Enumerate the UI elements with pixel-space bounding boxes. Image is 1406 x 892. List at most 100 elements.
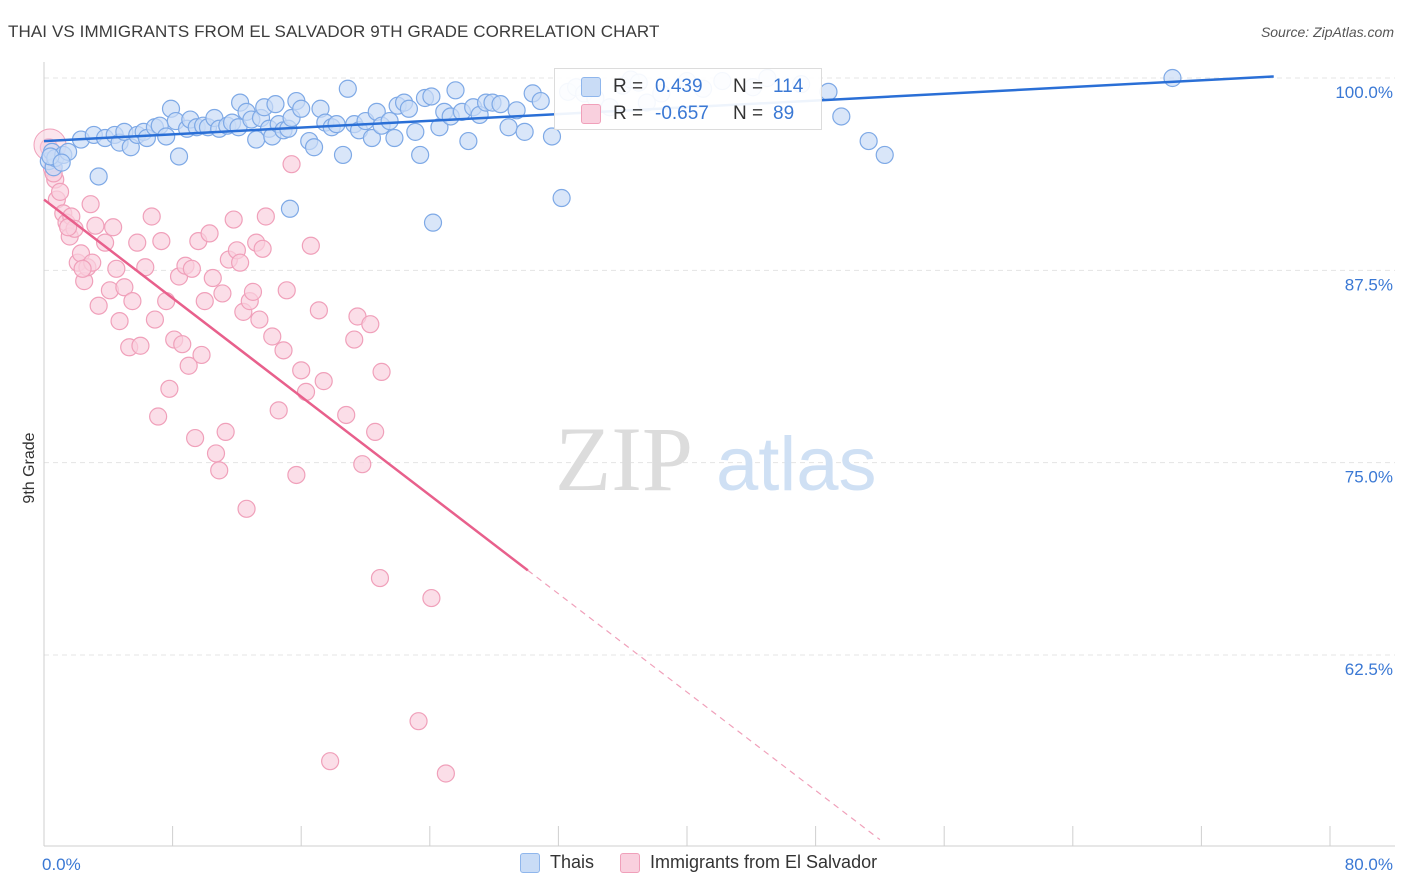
data-point-el-salvador — [128, 233, 147, 252]
data-point-el-salvador — [353, 455, 372, 474]
x-tick-label: 0.0% — [42, 855, 81, 874]
data-point-thais — [399, 99, 419, 118]
chart-title: THAI VS IMMIGRANTS FROM EL SALVADOR 9TH … — [8, 22, 660, 41]
data-point-el-salvador — [237, 499, 256, 518]
gridlines — [44, 77, 1395, 656]
legend-item-el-salvador[interactable]: Immigrants from El Salvador — [620, 852, 877, 873]
data-point-el-salvador — [263, 327, 282, 346]
data-point-thais — [52, 153, 71, 172]
data-point-thais — [89, 167, 108, 186]
legend-label-el-salvador: Immigrants from El Salvador — [650, 852, 878, 872]
legend-swatch-el-salvador — [620, 852, 641, 873]
stats-legend: R = 0.439 N = 114 R = -0.657 N = 89 — [554, 68, 822, 130]
data-point-thais — [531, 91, 550, 111]
data-point-el-salvador — [195, 292, 214, 311]
data-point-el-salvador — [422, 588, 441, 608]
data-point-el-salvador — [321, 752, 340, 771]
data-point-thais — [385, 128, 404, 148]
data-point-el-salvador — [216, 422, 235, 441]
chart-legend: Thais Immigrants from El Salvador — [520, 852, 903, 873]
data-point-el-salvador — [95, 233, 115, 252]
data-point-el-salvador — [123, 292, 142, 311]
data-point-el-salvador — [173, 335, 192, 354]
data-point-el-salvador — [210, 461, 229, 480]
data-point-el-salvador — [160, 379, 179, 398]
data-point-el-salvador — [256, 207, 275, 226]
data-point-thais — [459, 131, 478, 151]
data-point-thais — [333, 145, 353, 165]
legend-label-thais: Thais — [550, 852, 595, 872]
y-tick-label: 75.0% — [1345, 468, 1393, 487]
data-point-el-salvador — [86, 216, 105, 235]
data-point-el-salvador — [152, 231, 171, 251]
stats-swatch-thais — [581, 77, 601, 97]
stats-n-value: 114 — [773, 76, 804, 97]
data-point-thais — [507, 101, 526, 120]
series-el-salvador — [33, 128, 455, 783]
data-point-thais — [423, 213, 443, 232]
data-point-el-salvador — [366, 422, 385, 441]
data-point-el-salvador — [179, 356, 198, 375]
data-point-el-salvador — [296, 382, 316, 401]
data-point-el-salvador — [250, 310, 269, 329]
data-point-el-salvador — [274, 341, 293, 360]
data-point-el-salvador — [115, 278, 134, 297]
watermark: ZIP atlas — [555, 408, 877, 510]
data-point-thais — [280, 199, 300, 218]
legend-swatch-thais — [520, 852, 540, 873]
y-tick-label: 100.0% — [1335, 83, 1393, 102]
data-point-el-salvador — [309, 301, 328, 320]
data-point-el-salvador — [213, 284, 232, 303]
data-point-el-salvador — [107, 259, 126, 278]
stats-swatch-el-salvador — [581, 104, 601, 124]
data-point-thais — [552, 188, 571, 208]
stats-r-value: -0.657 — [655, 103, 709, 124]
data-point-el-salvador — [253, 239, 272, 258]
data-point-el-salvador — [287, 465, 306, 485]
stats-r-value: 0.439 — [655, 76, 703, 97]
y-tick-label: 62.5% — [1345, 660, 1393, 679]
data-point-el-salvador — [231, 253, 250, 272]
data-point-el-salvador — [314, 372, 333, 391]
data-point-el-salvador — [361, 315, 380, 334]
data-point-el-salvador — [186, 428, 205, 448]
watermark-zip: ZIP — [555, 408, 693, 510]
data-point-el-salvador — [104, 218, 123, 237]
legend-item-thais[interactable]: Thais — [520, 852, 594, 873]
data-point-thais — [362, 128, 382, 148]
data-point-el-salvador — [277, 281, 296, 300]
data-point-thais — [157, 127, 176, 146]
data-point-el-salvador — [81, 195, 100, 214]
data-point-el-salvador — [110, 312, 129, 331]
data-point-thais — [266, 95, 285, 114]
data-point-el-salvador — [409, 712, 428, 731]
data-point-el-salvador — [89, 296, 108, 315]
data-point-thais — [169, 147, 189, 166]
data-point-el-salvador — [131, 336, 150, 355]
data-point-thais — [446, 81, 465, 100]
data-point-el-salvador — [243, 282, 263, 301]
data-point-thais — [1163, 68, 1182, 88]
data-point-thais — [499, 118, 518, 137]
data-point-el-salvador — [157, 292, 176, 311]
data-point-el-salvador — [182, 259, 201, 278]
data-point-thais — [819, 82, 838, 101]
data-point-thais — [304, 138, 324, 157]
data-point-thais — [542, 127, 562, 146]
data-point-el-salvador — [282, 155, 301, 174]
data-point-el-salvador — [192, 345, 211, 365]
data-point-thais — [875, 145, 894, 165]
data-point-el-salvador — [301, 236, 320, 255]
data-point-el-salvador — [269, 401, 288, 420]
data-point-thais — [338, 79, 357, 98]
data-point-el-salvador — [345, 330, 364, 349]
stats-r-label: R = — [613, 103, 644, 124]
data-point-el-salvador — [142, 207, 161, 226]
watermark-atlas: atlas — [716, 422, 877, 507]
trend-line-el-salvador — [43, 198, 529, 572]
data-point-el-salvador — [203, 268, 222, 288]
stats-r-label: R = — [613, 76, 644, 97]
data-point-thais — [406, 122, 425, 141]
data-point-el-salvador — [370, 568, 390, 588]
data-point-thais — [411, 145, 430, 165]
